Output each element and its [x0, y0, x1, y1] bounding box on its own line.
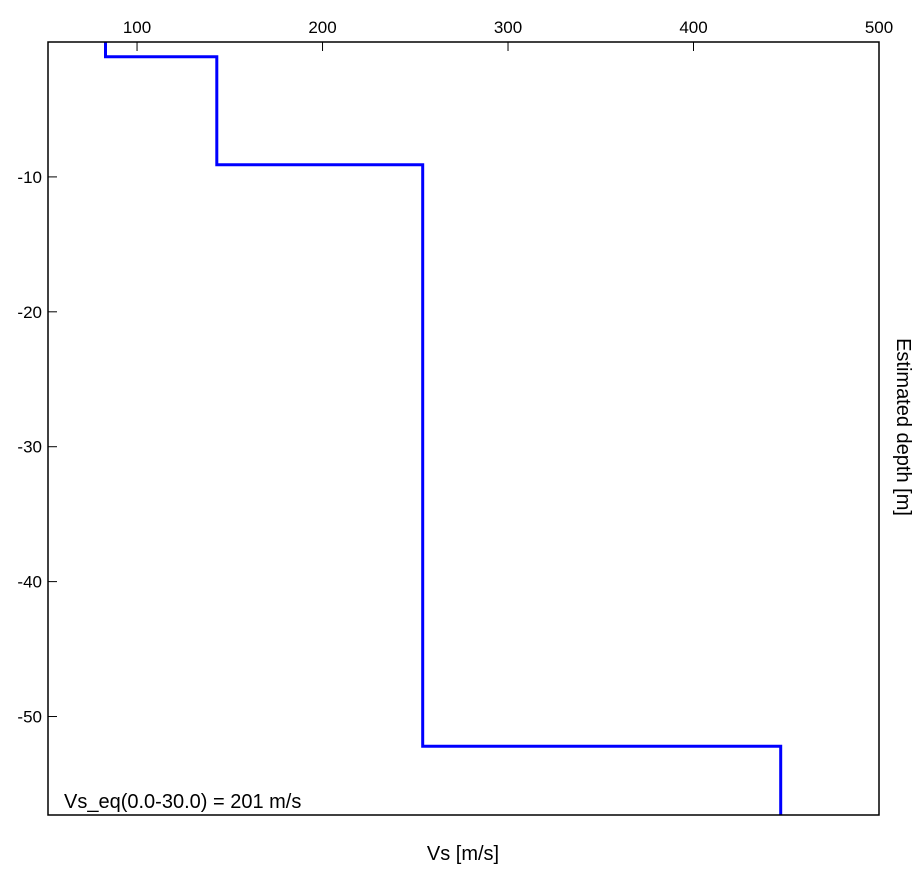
y-tick-label: -20: [17, 303, 42, 322]
x-tick-label: 500: [865, 18, 893, 37]
x-tick-label: 400: [679, 18, 707, 37]
x-axis-title: Vs [m/s]: [427, 843, 499, 865]
x-tick-label: 100: [123, 18, 151, 37]
y-axis: -10 -20 -30 -40 -50: [17, 168, 57, 727]
y-axis-title: Estimated depth [m]: [892, 338, 914, 516]
y-tick-label: -10: [17, 168, 42, 187]
plot-frame: [47, 41, 880, 816]
series-layer: [104, 42, 783, 815]
x-axis: 100 200 300 400 500: [123, 18, 893, 51]
y-tick-label: -30: [17, 438, 42, 457]
x-tick-label: 200: [308, 18, 336, 37]
y-tick-label: -40: [17, 573, 42, 592]
vs-profile-line: [104, 42, 783, 815]
x-tick-label: 300: [494, 18, 522, 37]
y-tick-label: -50: [17, 708, 42, 727]
plot-area: [48, 42, 879, 815]
annotation-vs-eq: Vs_eq(0.0-30.0) = 201 m/s: [64, 791, 301, 813]
